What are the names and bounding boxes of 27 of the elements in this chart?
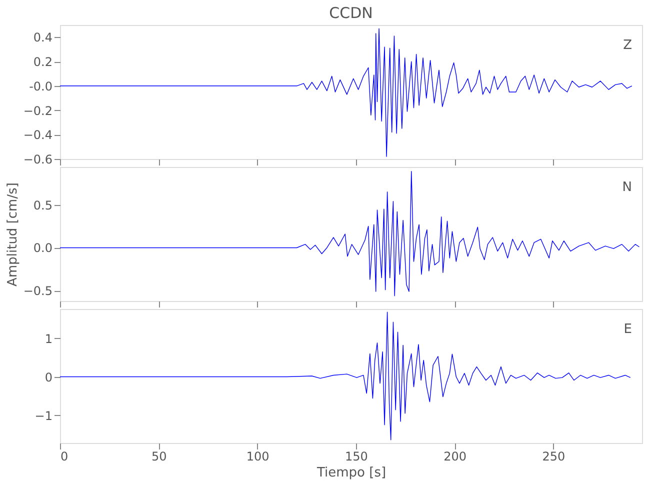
y-axis-title: Amplitud [cm/s]: [5, 182, 20, 286]
text: E: [624, 322, 632, 337]
line-series: [60, 170, 640, 296]
y-tick-label: 0.2: [33, 55, 52, 70]
y-tick-label: −0.2: [23, 104, 52, 118]
y-tick-label: 1: [44, 332, 52, 346]
x-tick-label: 150: [344, 450, 368, 464]
text: N: [622, 180, 632, 195]
y-tick-label: −0.4: [23, 128, 52, 142]
line-series: [60, 312, 631, 440]
y-tick-label: 0.0: [33, 241, 52, 256]
y-tick-label: −0.5: [23, 284, 52, 298]
line-series: [60, 28, 632, 157]
x-tick-label: 0: [60, 450, 68, 464]
y-tick-label: 0: [44, 370, 52, 384]
x-tick-label: 50: [152, 450, 167, 464]
x-tick-label: 250: [542, 450, 566, 464]
x-axis-title: Tiempo [s]: [316, 466, 386, 480]
chart-title: CCDN: [329, 4, 373, 22]
y-tick-label: 0.5: [33, 198, 52, 212]
x-tick-label: 200: [444, 450, 467, 464]
y-tick-label: 0.4: [33, 30, 52, 45]
text: Z: [623, 38, 632, 53]
x-tick-label: 100: [246, 450, 270, 464]
y-tick-label: -0.0: [29, 79, 52, 94]
y-tick-label: −0.6: [23, 152, 52, 166]
y-tick-label: −1: [34, 408, 52, 423]
